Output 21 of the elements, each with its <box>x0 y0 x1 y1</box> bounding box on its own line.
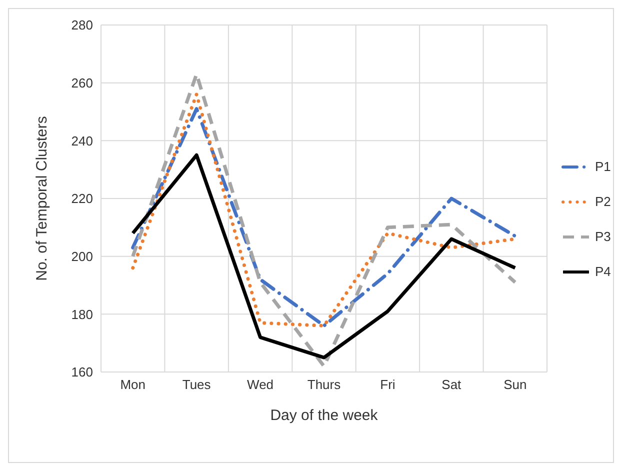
y-tick-label: 260 <box>71 75 93 90</box>
y-tick-label: 240 <box>71 133 93 148</box>
x-tick-label: Sat <box>442 377 462 392</box>
x-tick-label: Fri <box>380 377 396 392</box>
x-tick-label: Sun <box>504 377 527 392</box>
legend-label: P2 <box>595 194 611 209</box>
legend-label: P1 <box>595 159 611 174</box>
y-tick-label: 200 <box>71 248 93 264</box>
y-axis-title: No. of Temporal Clusters <box>33 116 50 281</box>
y-tick-label: 280 <box>71 18 93 33</box>
x-tick-label: Mon <box>120 377 146 392</box>
x-axis-title: Day of the week <box>270 407 378 424</box>
line-series <box>131 153 517 360</box>
x-tick-label: Thurs <box>307 377 342 392</box>
y-tick-label: 220 <box>71 191 93 206</box>
y-tick-label: 160 <box>71 364 93 380</box>
y-tick-label: 180 <box>71 306 93 322</box>
x-tick-label: Tues <box>182 377 212 392</box>
x-tick-label: Wed <box>247 377 274 392</box>
legend-label: P3 <box>595 229 611 244</box>
legend-label: P4 <box>595 264 611 279</box>
